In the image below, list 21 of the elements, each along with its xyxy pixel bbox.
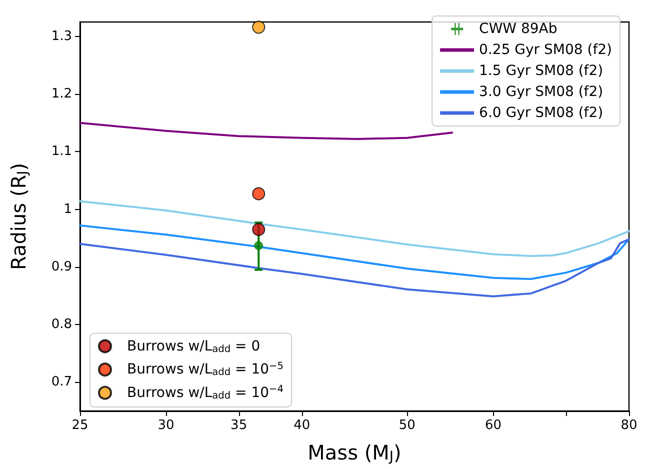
y-tick-label: 1.2: [51, 86, 72, 102]
y-tick-label: 0.8: [51, 317, 72, 332]
y-axis-title: Radius (RJ): [6, 162, 31, 270]
x-tick-label: 30: [158, 418, 174, 433]
legend-label: 1.5 Gyr SM08 (f2): [479, 63, 604, 79]
y-tick-label: 0.7: [51, 374, 72, 390]
x-tick-label: 60: [484, 418, 502, 433]
legend-label: 3.0 Gyr SM08 (f2): [479, 84, 604, 100]
x-tick-label: 25: [72, 418, 88, 433]
x-tick-label: 40: [294, 418, 310, 433]
legend-label: CWW 89Ab: [479, 21, 558, 37]
legend-label: 0.25 Gyr SM08 (f2): [479, 42, 612, 58]
y-tick-label: 1.1: [51, 144, 72, 160]
y-tick-label: 0.9: [51, 259, 72, 274]
x-tick-label: 35: [230, 418, 248, 433]
legend-label: 6.0 Gyr SM08 (f2): [479, 105, 604, 121]
y-tick-label: 1: [64, 202, 72, 217]
x-tick-label: 80: [620, 418, 638, 433]
y-tick-label: 1.3: [51, 28, 72, 44]
x-tick-label: 50: [398, 418, 416, 433]
x-axis-title: Mass (MJ): [308, 440, 402, 465]
